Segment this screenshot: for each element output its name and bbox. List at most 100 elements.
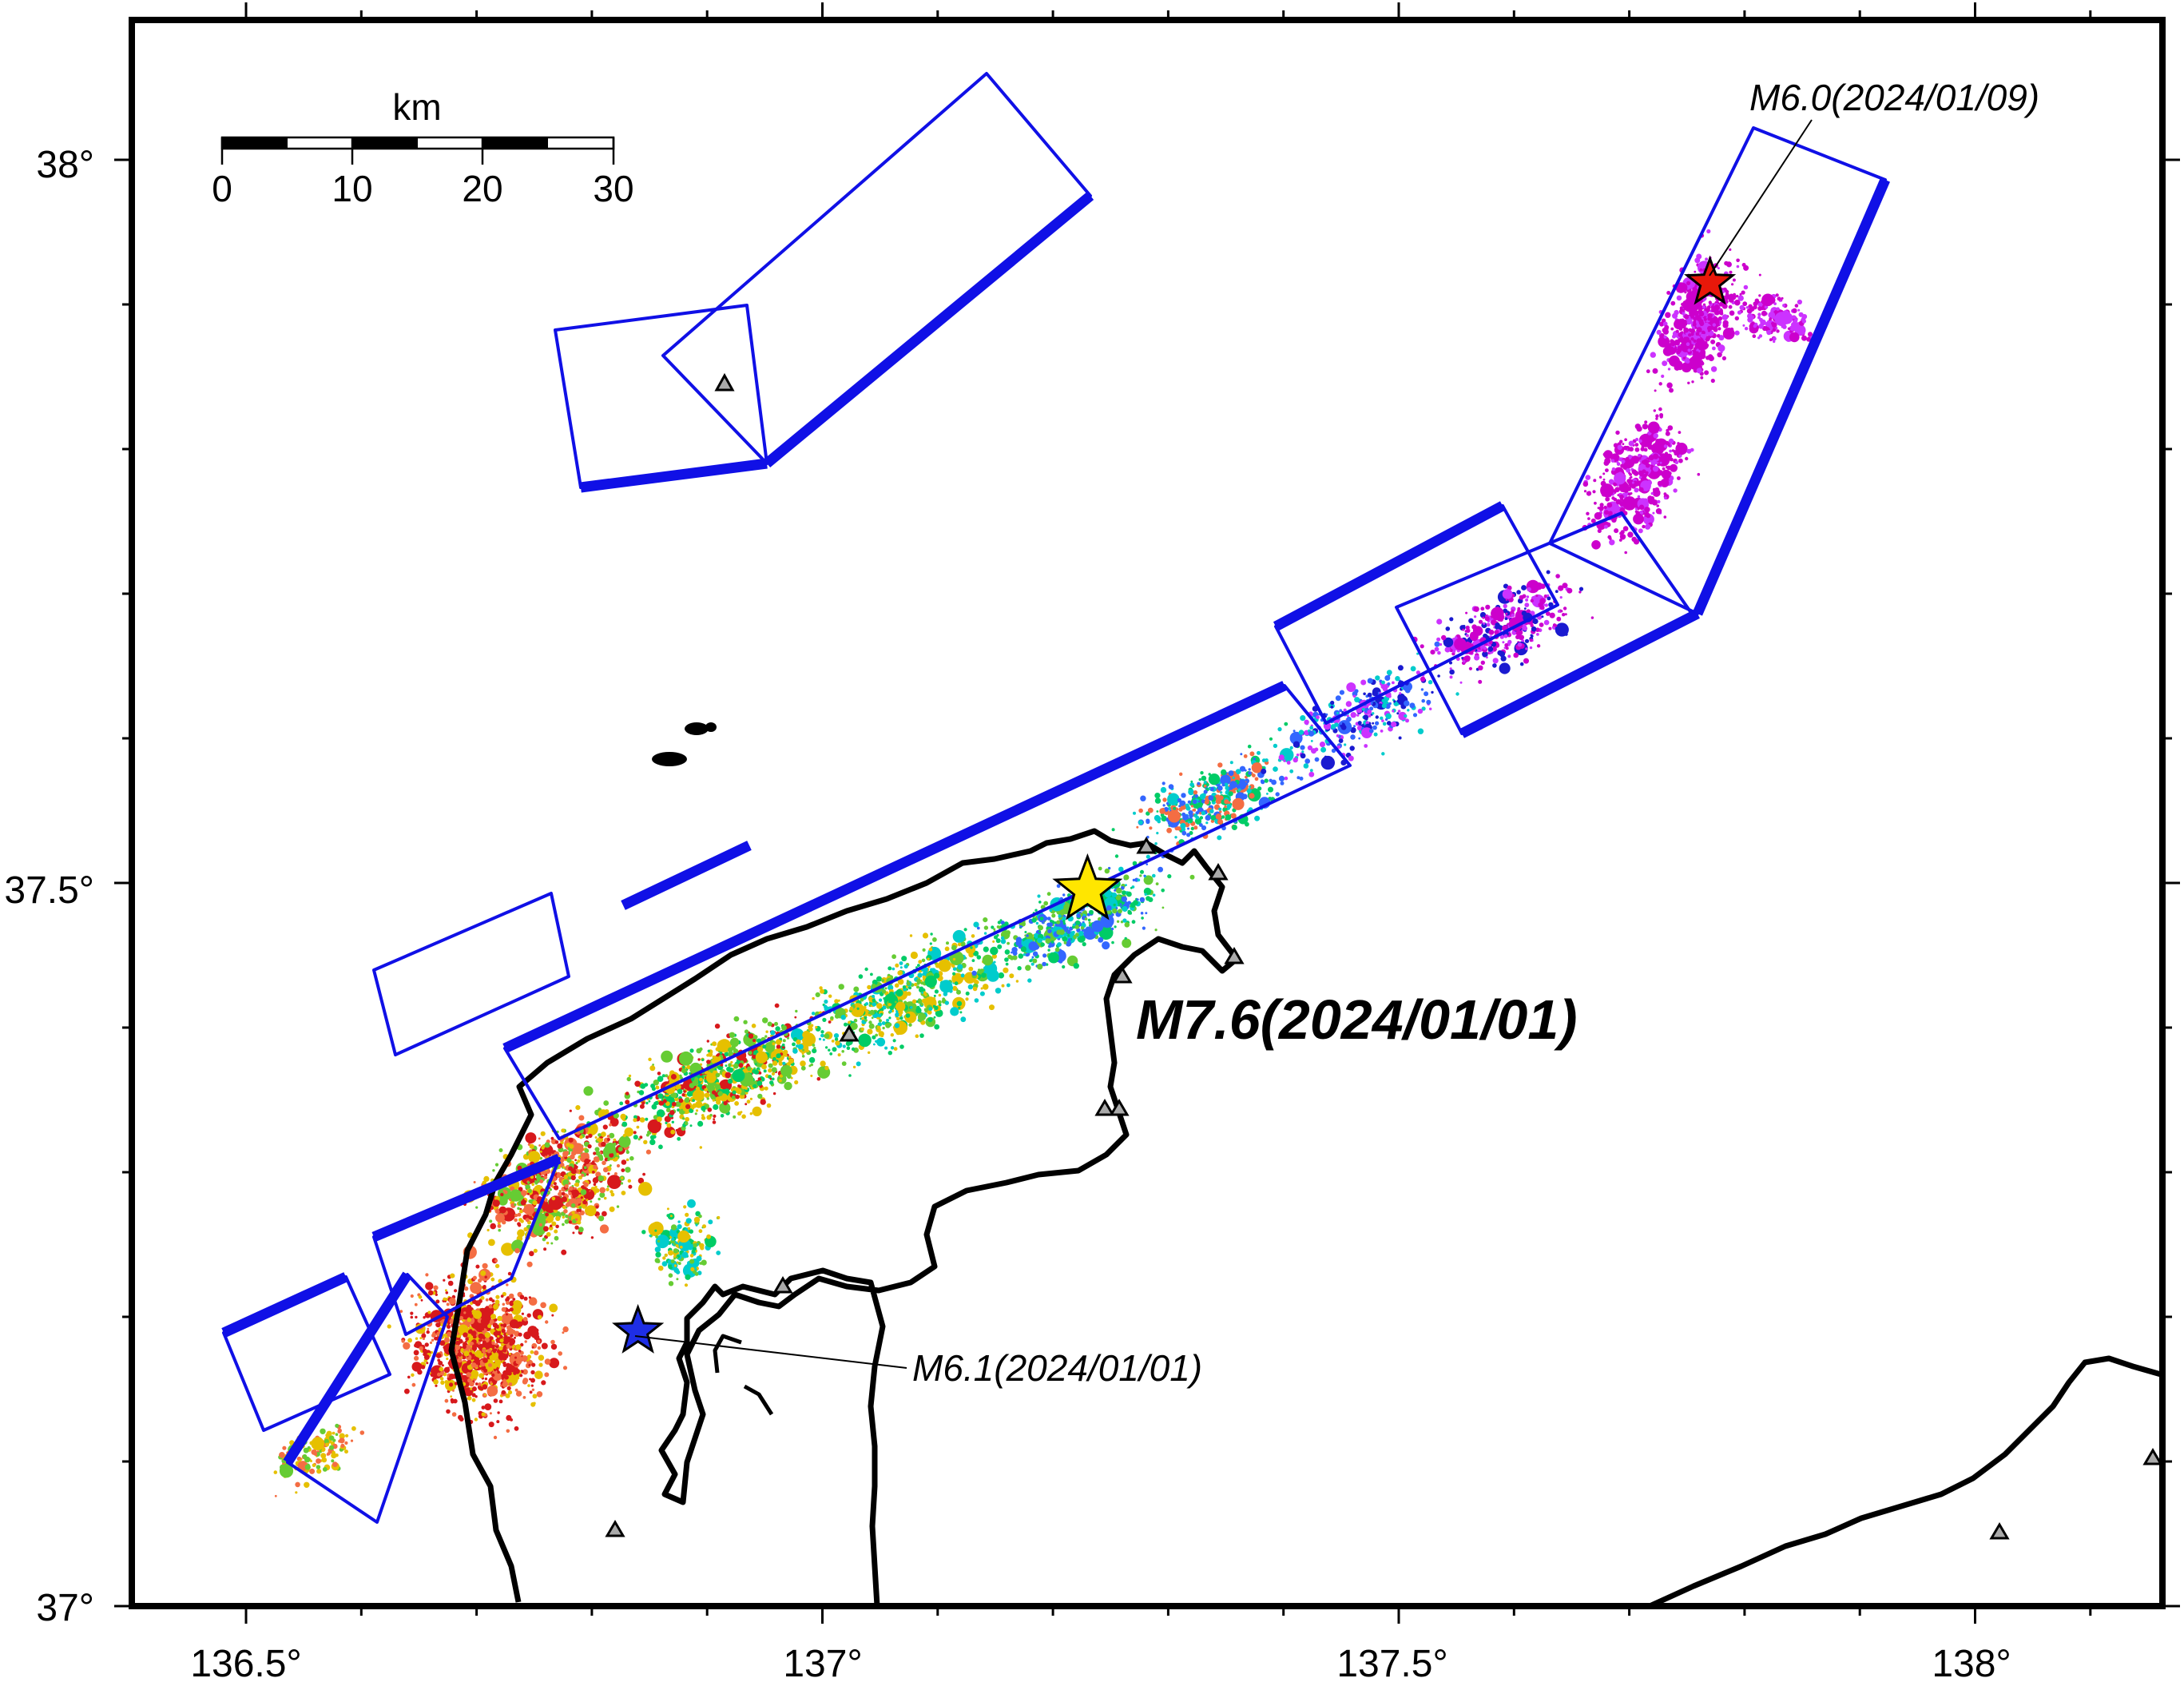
aftershock-point <box>562 1205 566 1210</box>
aftershock-point <box>1066 940 1072 947</box>
aftershock-point <box>1622 496 1637 511</box>
aftershock-point <box>760 1076 765 1082</box>
aftershock-point <box>732 1069 745 1083</box>
aftershock-point <box>967 984 974 990</box>
aftershock-point <box>848 1020 851 1024</box>
aftershock-point <box>1582 481 1589 487</box>
aftershock-point <box>494 1163 499 1167</box>
aftershock-point <box>629 1155 634 1161</box>
aftershock-point <box>1350 712 1356 718</box>
aftershock-point <box>1354 697 1360 703</box>
aftershock-point <box>834 999 839 1004</box>
aftershock-point <box>510 1358 514 1362</box>
aftershock-point <box>1474 615 1477 618</box>
aftershock-point <box>628 1074 632 1078</box>
aftershock-point <box>752 1068 757 1074</box>
aftershock-point <box>1161 815 1167 822</box>
aftershock-point <box>887 1051 893 1056</box>
aftershock-point <box>1181 830 1187 836</box>
aftershock-point <box>648 1100 651 1103</box>
aftershock-point <box>895 1012 899 1017</box>
aftershock-point <box>1536 633 1539 636</box>
aftershock-point <box>1015 980 1019 983</box>
aftershock-point <box>772 1060 778 1066</box>
aftershock-point <box>508 1293 514 1299</box>
aftershock-point <box>775 1026 780 1032</box>
aftershock-point <box>756 1080 763 1086</box>
aftershock-point <box>1024 940 1029 945</box>
aftershock-point <box>692 1080 698 1087</box>
aftershock-point <box>706 1053 709 1057</box>
aftershock-point <box>1655 508 1662 515</box>
aftershock-point <box>1721 356 1726 360</box>
aftershock-point <box>1000 936 1005 940</box>
aftershock-point <box>1043 901 1049 906</box>
aftershock-point <box>1248 768 1251 771</box>
aftershock-point <box>816 1076 821 1081</box>
aftershock-point <box>1249 751 1255 757</box>
aftershock-point <box>1004 957 1009 962</box>
aftershock-point <box>820 1060 826 1067</box>
aftershock-point <box>534 1370 543 1379</box>
aftershock-point <box>973 921 979 928</box>
aftershock-point <box>499 1338 504 1343</box>
aftershock-point <box>990 966 997 973</box>
aftershock-point <box>585 1135 590 1139</box>
aftershock-point <box>1620 463 1625 468</box>
aftershock-point <box>848 1074 852 1077</box>
aftershock-point <box>665 1107 671 1113</box>
aftershock-point <box>685 1116 689 1122</box>
aftershock-point <box>510 1302 514 1306</box>
aftershock-point <box>475 1382 478 1386</box>
aftershock-point <box>1363 692 1366 696</box>
aftershock-point <box>775 1039 782 1045</box>
aftershock-point <box>920 986 923 990</box>
aftershock-point <box>498 1148 503 1152</box>
aftershock-point <box>774 1003 780 1008</box>
aftershock-point <box>1495 622 1500 628</box>
aftershock-point <box>523 1155 526 1159</box>
aftershock-point <box>664 1115 671 1123</box>
aftershock-point <box>1567 587 1573 594</box>
aftershock-point <box>1543 594 1548 598</box>
aftershock-point <box>1224 799 1229 805</box>
aftershock-point <box>465 1340 467 1343</box>
aftershock-point <box>732 1090 737 1095</box>
aftershock-point <box>517 1207 520 1211</box>
aftershock-point <box>1239 765 1246 772</box>
aftershock-point <box>572 1143 584 1155</box>
aftershock-point <box>1098 866 1102 871</box>
aftershock-point <box>655 1085 660 1090</box>
aftershock-point <box>952 957 956 961</box>
aftershock-point <box>1519 662 1524 666</box>
aftershock-point <box>493 1398 498 1403</box>
aftershock-point <box>867 984 872 990</box>
aftershock-point <box>918 960 923 964</box>
aftershock-point <box>1181 793 1186 798</box>
aftershock-point <box>852 1065 856 1069</box>
aftershock-point <box>1559 596 1563 599</box>
aftershock-point <box>965 997 969 1001</box>
aftershock-point <box>1034 909 1038 912</box>
aftershock-point <box>938 993 942 997</box>
aftershock-point <box>1556 616 1562 622</box>
aftershock-point <box>470 1370 479 1379</box>
aftershock-point <box>598 1133 602 1137</box>
aftershock-point <box>820 1033 824 1038</box>
aftershock-point <box>485 1306 489 1310</box>
aftershock-point <box>695 1109 699 1112</box>
aftershock-point <box>987 969 999 982</box>
aftershock-point <box>1630 455 1640 464</box>
aftershock-point <box>1407 709 1410 712</box>
aftershock-point <box>544 1372 550 1378</box>
aftershock-point <box>1598 523 1604 530</box>
aftershock-point <box>720 1114 725 1118</box>
aftershock-point <box>526 1313 531 1318</box>
aftershock-point <box>1525 647 1528 650</box>
aftershock-point <box>1630 475 1633 479</box>
aftershock-point <box>1142 926 1146 930</box>
aftershock-point <box>1523 626 1528 631</box>
aftershock-point <box>895 989 903 997</box>
aftershock-point <box>420 1365 426 1370</box>
aftershock-point <box>507 1370 512 1376</box>
